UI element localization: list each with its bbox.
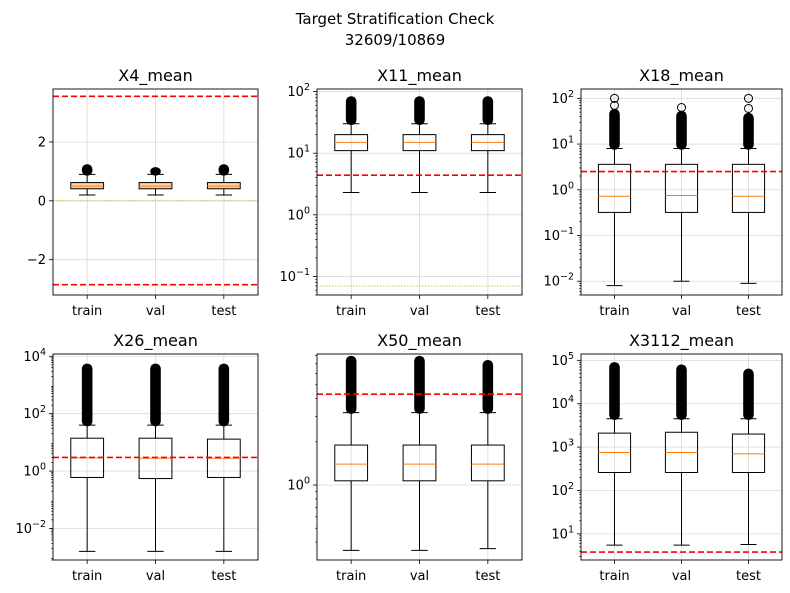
iqr-box (731, 163, 766, 213)
subplot-x18-mean: 10−2 10−1 100 101 102 train val test X18_mean (543, 66, 783, 319)
x-tick-label-train: train (336, 304, 366, 319)
plot-data (317, 96, 522, 287)
plot-data (317, 355, 522, 551)
subplot-x4-mean: −2 0 2 train val test X4_mean (27, 66, 259, 319)
box-test (731, 368, 766, 545)
box-val (402, 355, 437, 551)
x-tick-label-val: val (410, 304, 429, 319)
box-train (70, 164, 105, 196)
iqr-box (470, 444, 505, 482)
x-tick-label-test: test (475, 304, 500, 319)
iqr-box (597, 163, 632, 213)
x-tick-label-train: train (599, 569, 629, 584)
box-test (206, 363, 241, 552)
iqr-box (731, 433, 766, 473)
x-tick-label-val: val (146, 569, 165, 584)
y-tick-label: 102 (287, 82, 310, 100)
y-tick-label: 100 (551, 180, 574, 198)
y-tick-label: 100 (287, 476, 310, 494)
subplot-title: X3112_mean (629, 331, 734, 351)
plot-data (53, 95, 258, 286)
x-tick-label-test: test (736, 304, 761, 319)
subplot-grid: −2 0 2 train val test X4_mean 10−1 100 101 102 trai… (15, 66, 783, 584)
subplot-title: X11_mean (377, 66, 462, 86)
x-tick-label-train: train (72, 304, 102, 319)
box-test (470, 359, 505, 550)
y-tick-label: 100 (287, 205, 310, 223)
subplot-x50-mean: 100 train val test X50_mean (287, 331, 523, 584)
y-tick-label: 101 (551, 524, 574, 542)
plot-data (581, 93, 782, 287)
y-tick-label: 101 (551, 135, 574, 153)
subplot-title: X50_mean (377, 331, 462, 351)
box-train (597, 362, 632, 546)
y-tick-label: 0 (38, 194, 46, 209)
x-tick-label-train: train (336, 569, 366, 584)
subplot-title: X4_mean (118, 66, 193, 86)
box-test (470, 96, 505, 194)
outlier-point (744, 93, 753, 103)
x-tick-label-test: test (736, 569, 761, 584)
y-tick-label: 101 (287, 144, 310, 162)
y-tick-label: 10−2 (15, 519, 46, 537)
outlier-point (610, 93, 619, 103)
y-tick-label: 100 (23, 462, 46, 480)
outlier-point (677, 103, 686, 113)
x-tick-label-val: val (672, 569, 691, 584)
iqr-box (334, 444, 369, 482)
x-tick-label-val: val (146, 304, 165, 319)
iqr-box (664, 163, 699, 213)
x-tick-label-test: test (211, 569, 236, 584)
x-tick-label-test: test (211, 304, 236, 319)
y-tick-label: 103 (551, 438, 574, 456)
box-train (334, 355, 369, 551)
y-tick-label: 10−1 (279, 267, 310, 285)
box-val (664, 103, 699, 282)
y-tick-label: 102 (551, 89, 574, 107)
box-val (138, 363, 173, 552)
box-train (334, 96, 369, 194)
y-tick-label: 102 (551, 481, 574, 499)
x-tick-label-val: val (410, 569, 429, 584)
y-tick-label: 10−1 (543, 226, 574, 244)
plot-data (581, 362, 782, 553)
x-tick-label-val: val (672, 304, 691, 319)
box-val (664, 364, 699, 546)
y-tick-label: 104 (23, 347, 46, 365)
subplot-x11-mean: 10−1 100 101 102 train val test X11_mean (279, 66, 523, 319)
figure-subtitle: 32609/10869 (345, 31, 446, 49)
y-tick-label: 2 (38, 135, 46, 150)
x-tick-label-test: test (475, 569, 500, 584)
iqr-box (402, 444, 437, 482)
y-tick-label: 10−2 (543, 272, 574, 290)
x-tick-label-train: train (72, 569, 102, 584)
plot-data (53, 363, 258, 552)
outlier-point (610, 100, 619, 110)
y-tick-label: 104 (551, 394, 574, 412)
box-val (138, 167, 173, 196)
subplot-title: X26_mean (113, 331, 198, 351)
figure-suptitle: Target Stratification Check (295, 10, 495, 28)
box-test (206, 164, 241, 196)
y-tick-label: 105 (551, 351, 574, 369)
subplot-x26-mean: 10−2 100 102 104 train val test X26_mean (15, 331, 259, 584)
box-test (731, 93, 766, 284)
box-val (402, 96, 437, 194)
y-tick-label: 102 (23, 404, 46, 422)
box-train (597, 93, 632, 287)
y-tick-label: −2 (27, 253, 46, 268)
outlier-point (744, 103, 753, 113)
subplot-title: X18_mean (639, 66, 724, 86)
box-train (70, 363, 105, 552)
x-tick-label-train: train (599, 304, 629, 319)
subplot-x3112-mean: 101 102 103 104 105 train val test X3112_mean (551, 331, 783, 584)
